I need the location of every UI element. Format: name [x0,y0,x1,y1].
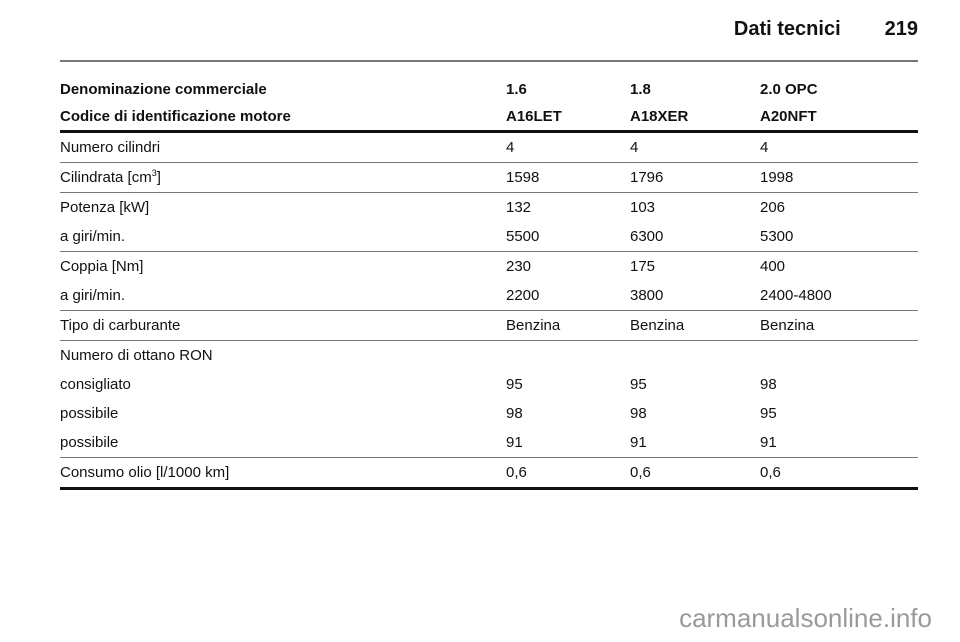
cell-value: 3800 [630,287,664,304]
table-row: consigliato 95 95 98 [60,370,918,399]
row-group: Cilindrata [cm3] 1598 1796 1998 [60,163,918,193]
cell-value: 0,6 [760,464,781,481]
row-label: Numero di ottano RON [60,347,213,364]
row-label: Consumo olio [l/1000 km] [60,464,230,481]
page-header: Dati tecnici 219 [734,18,918,41]
cell-value: 1998 [760,169,794,186]
table-row: Denominazione commerciale 1.6 1.8 2.0 OPC [60,76,918,103]
table-row: a giri/min. 2200 3800 2400-4800 [60,281,918,310]
row-group: Consumo olio [l/1000 km] 0,6 0,6 0,6 [60,458,918,490]
row-group: Coppia [Nm] 230 175 400 a giri/min. 2200 3800 2… [60,252,918,311]
row-group: Numero di ottano RON consigliato 95 95 98 pos… [60,341,918,458]
cell-value: A16LET [506,108,562,125]
cell-value: Benzina [760,317,815,334]
cell-value: 1598 [506,169,540,186]
cell-value: 206 [760,199,786,216]
row-group: Tipo di carburante Benzina Benzina Benzina [60,311,918,341]
cell-value: 95 [506,376,523,393]
cell-value: 230 [506,258,532,275]
row-label: a giri/min. [60,287,126,304]
page-number: 219 [884,18,918,40]
row-label: Potenza [kW] [60,199,150,216]
cell-value: 0,6 [506,464,527,481]
cell-value: 95 [760,405,777,422]
row-label: possibile [60,405,119,422]
cell-value: 103 [630,199,656,216]
cell-value: A20NFT [760,108,817,125]
watermark: carmanualsonline.info [679,603,932,633]
cell-value: 98 [760,376,777,393]
cell-value: 0,6 [630,464,651,481]
table-row: Tipo di carburante Benzina Benzina Benzina [60,311,918,340]
table-row: Numero di ottano RON [60,341,918,370]
row-label: Numero cilindri [60,139,161,156]
table-row: a giri/min. 5500 6300 5300 [60,222,918,251]
row-label: possibile [60,434,119,451]
cell-value: 2.0 OPC [760,81,818,98]
cell-value: 91 [630,434,647,451]
cell-value: 132 [506,199,532,216]
cell-value: 4 [506,139,515,156]
cell-value: 4 [760,139,769,156]
cell-value: Benzina [630,317,685,334]
row-label: Cilindrata [cm3] [60,168,161,187]
engine-spec-table: Denominazione commerciale 1.6 1.8 2.0 OPC Co… [60,76,918,490]
cell-value: 1796 [630,169,664,186]
table-row: Consumo olio [l/1000 km] 0,6 0,6 0,6 [60,458,918,487]
row-label: Tipo di carburante [60,317,181,334]
section-title: Dati tecnici [733,18,841,40]
row-label: Denominazione commerciale [60,81,267,98]
table-row: possibile 91 91 91 [60,428,918,457]
cell-value: 2200 [506,287,540,304]
row-label: Coppia [Nm] [60,258,144,275]
row-group: Numero cilindri 4 4 4 [60,133,918,163]
cell-value: 1.6 [506,81,527,98]
cell-value: A18XER [630,108,689,125]
cell-value: 98 [506,405,523,422]
cell-value: Benzina [506,317,561,334]
cell-value: 400 [760,258,786,275]
row-label: Codice di identificazione motore [60,108,291,125]
table-row: Coppia [Nm] 230 175 400 [60,252,918,281]
table-row: Potenza [kW] 132 103 206 [60,193,918,222]
cell-value: 98 [630,405,647,422]
cell-value: 1.8 [630,81,651,98]
row-group: Potenza [kW] 132 103 206 a giri/min. 5500 6300… [60,193,918,252]
cell-value: 6300 [630,228,664,245]
cell-value: 5300 [760,228,794,245]
row-label: consigliato [60,376,131,393]
cell-value: 95 [630,376,647,393]
cell-value: 4 [630,139,639,156]
cell-value: 2400-4800 [760,287,832,304]
table-row: possibile 98 98 95 [60,399,918,428]
table-row: Cilindrata [cm3] 1598 1796 1998 [60,163,918,192]
cell-value: 91 [506,434,523,451]
cell-value: 5500 [506,228,540,245]
table-row: Numero cilindri 4 4 4 [60,133,918,162]
header-divider [60,60,918,62]
table-header: Denominazione commerciale 1.6 1.8 2.0 OPC Co… [60,76,918,133]
cell-value: 91 [760,434,777,451]
row-label: a giri/min. [60,228,126,245]
table-row: Codice di identificazione motore A16LET A1… [60,103,918,130]
cell-value: 175 [630,258,656,275]
